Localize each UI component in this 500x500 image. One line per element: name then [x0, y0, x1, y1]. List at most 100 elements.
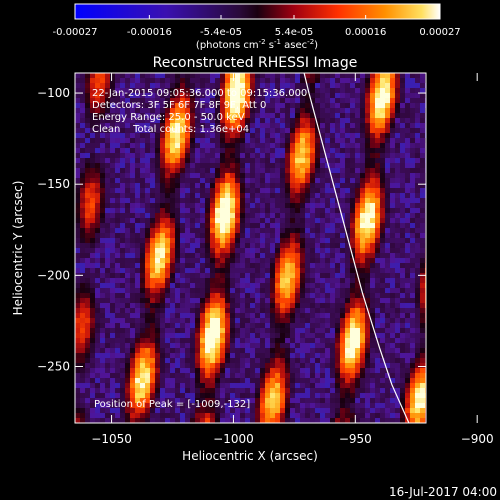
heatmap-cell — [205, 78, 211, 84]
heatmap-cell — [145, 398, 151, 404]
heatmap-cell — [235, 83, 241, 89]
heatmap-cell — [375, 163, 381, 169]
heatmap-cell — [235, 98, 241, 104]
heatmap-cell — [375, 383, 381, 389]
heatmap-cell — [95, 213, 101, 219]
heatmap-cell — [210, 88, 216, 94]
heatmap-cell — [355, 358, 361, 364]
heatmap-cell — [205, 98, 211, 104]
heatmap-cell — [355, 128, 361, 134]
heatmap-cell — [215, 388, 221, 394]
heatmap-cell — [245, 173, 251, 179]
heatmap-cell — [95, 238, 101, 244]
heatmap-cell — [325, 413, 331, 419]
heatmap-cell — [180, 288, 186, 294]
heatmap-cell — [190, 98, 196, 104]
heatmap-cell — [110, 298, 116, 304]
heatmap-cell — [275, 368, 281, 374]
heatmap-cell — [265, 163, 271, 169]
heatmap-cell — [85, 93, 91, 99]
heatmap-cell — [135, 238, 141, 244]
heatmap-cell — [240, 358, 246, 364]
heatmap-cell — [345, 253, 351, 259]
heatmap-cell — [150, 248, 156, 254]
heatmap-cell — [85, 313, 91, 319]
heatmap-cell — [250, 258, 256, 264]
heatmap-cell — [245, 228, 251, 234]
heatmap-cell — [305, 178, 311, 184]
heatmap-cell — [200, 153, 206, 159]
heatmap-cell — [320, 293, 326, 299]
heatmap-cell — [175, 278, 181, 284]
heatmap-cell — [195, 158, 201, 164]
heatmap-cell — [85, 173, 91, 179]
heatmap-cell — [140, 158, 146, 164]
heatmap-cell — [205, 408, 211, 414]
heatmap-cell — [395, 148, 401, 154]
heatmap-cell — [375, 273, 381, 279]
heatmap-cell — [120, 203, 126, 209]
heatmap-cell — [400, 143, 406, 149]
heatmap-cell — [415, 133, 421, 139]
heatmap-cell — [205, 158, 211, 164]
heatmap-cell — [160, 368, 166, 374]
heatmap-cell — [260, 103, 266, 109]
heatmap-cell — [115, 403, 121, 409]
heatmap-cell — [115, 118, 121, 124]
heatmap-cell — [250, 283, 256, 289]
heatmap-cell — [115, 278, 121, 284]
heatmap-cell — [375, 293, 381, 299]
heatmap-cell — [110, 408, 116, 414]
heatmap-cell — [230, 388, 236, 394]
heatmap-cell — [105, 138, 111, 144]
heatmap-cell — [85, 223, 91, 229]
heatmap-cell — [285, 98, 291, 104]
heatmap-cell — [320, 378, 326, 384]
heatmap-cell — [290, 353, 296, 359]
heatmap-cell — [255, 238, 261, 244]
heatmap-cell — [115, 308, 121, 314]
heatmap-cell — [80, 418, 86, 423]
heatmap-cell — [265, 243, 271, 249]
heatmap-cell — [135, 268, 141, 274]
heatmap-cell — [335, 313, 341, 319]
heatmap-cell — [400, 153, 406, 159]
heatmap-cell — [320, 408, 326, 414]
heatmap-cell — [345, 288, 351, 294]
heatmap-cell — [185, 253, 191, 259]
heatmap-cell — [360, 328, 366, 334]
heatmap-cell — [365, 403, 371, 409]
heatmap-cell — [270, 208, 276, 214]
heatmap-cell — [155, 158, 161, 164]
heatmap-cell — [330, 323, 336, 329]
heatmap-cell — [220, 113, 226, 119]
heatmap-cell — [105, 368, 111, 374]
heatmap-cell — [85, 158, 91, 164]
heatmap-cell — [420, 243, 426, 249]
heatmap-cell — [395, 208, 401, 214]
heatmap-cell — [390, 73, 396, 79]
heatmap-cell — [190, 93, 196, 99]
heatmap-cell — [95, 403, 101, 409]
heatmap-cell — [365, 373, 371, 379]
heatmap-cell — [165, 273, 171, 279]
heatmap-cell — [355, 278, 361, 284]
heatmap-cell — [200, 128, 206, 134]
heatmap-cell — [255, 173, 261, 179]
heatmap-cell — [300, 178, 306, 184]
heatmap-cell — [345, 303, 351, 309]
heatmap-cell — [80, 173, 86, 179]
heatmap-cell — [145, 368, 151, 374]
heatmap-cell — [155, 403, 161, 409]
heatmap-cell — [350, 88, 356, 94]
heatmap-cell — [335, 323, 341, 329]
heatmap-cell — [120, 378, 126, 384]
heatmap-cell — [215, 98, 221, 104]
heatmap-cell — [115, 248, 121, 254]
heatmap-cell — [305, 283, 311, 289]
heatmap-cell — [170, 208, 176, 214]
heatmap-cell — [315, 173, 321, 179]
heatmap-cell — [410, 213, 416, 219]
heatmap-cell — [165, 178, 171, 184]
heatmap-cell — [365, 273, 371, 279]
